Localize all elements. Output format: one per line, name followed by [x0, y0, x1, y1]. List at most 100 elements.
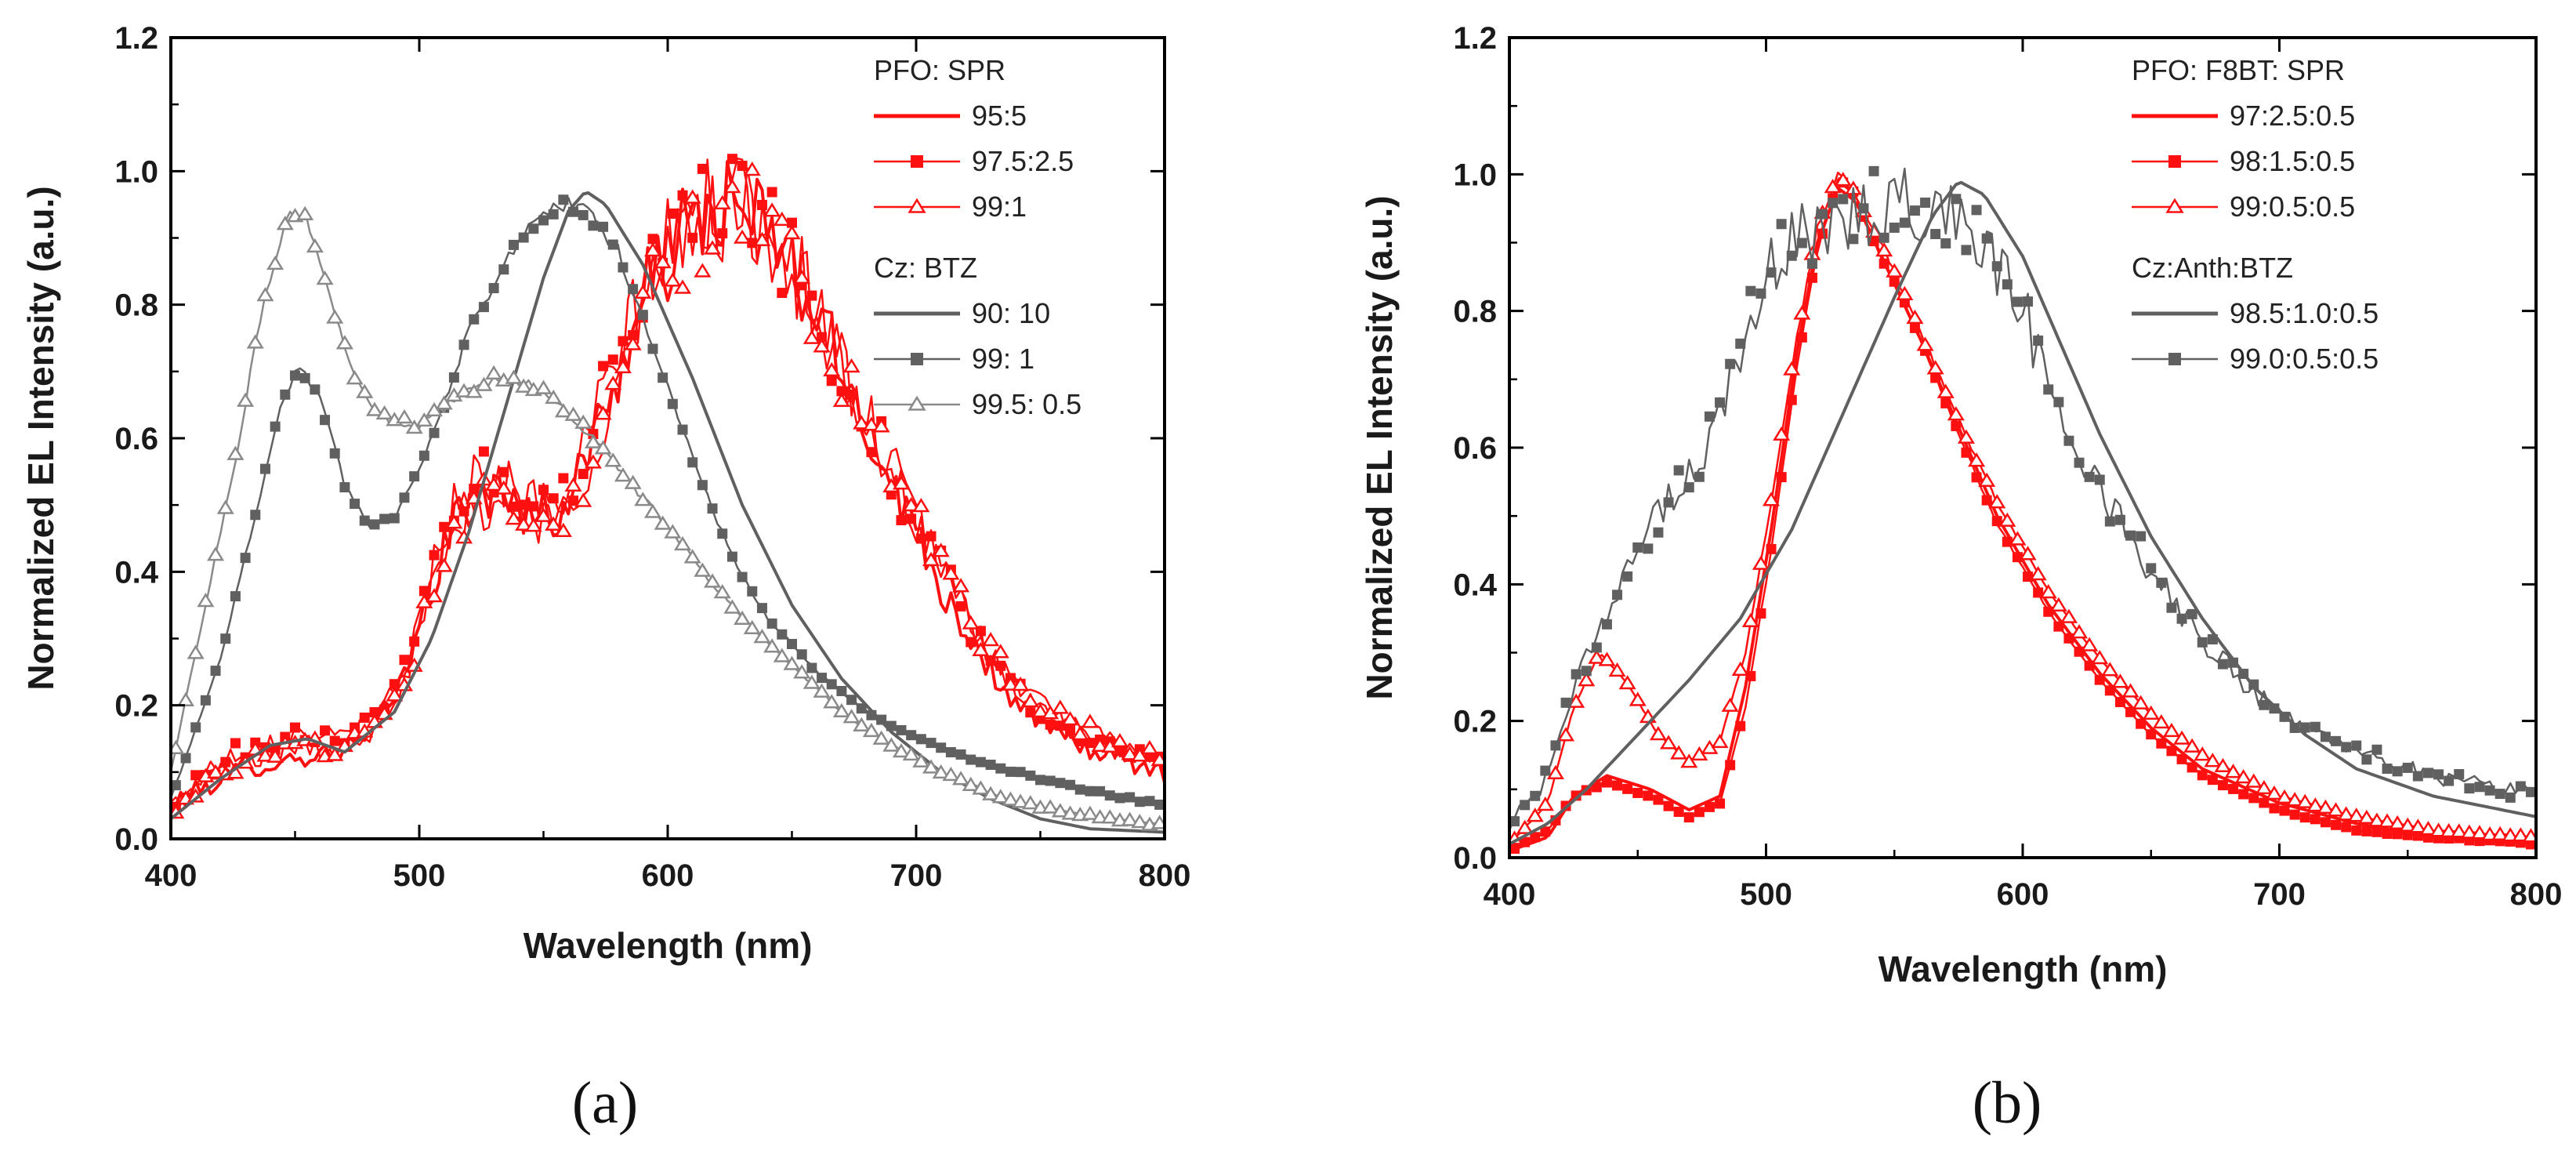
panel-a-series-99-1-marker: [290, 370, 300, 381]
panel-b: 400 500 600 700 800 0.0 0.2 0.4 0.6 0.8 1.0 1.2 Wav…: [1359, 21, 2562, 1136]
panel-a-series-99-5-0-5-marker: [505, 369, 523, 384]
panel-b-series-98-1-5-0-5-marker: [2114, 696, 2125, 707]
panel-a-series-99-1-marker: [207, 764, 225, 778]
panel-b-series-98-1-5-0-5-marker: [1961, 447, 1972, 458]
panel-a-series-99-5-0-5-marker: [415, 412, 433, 427]
panel-b-series-99-0-5-0-5-marker: [1536, 796, 1554, 811]
panel-a-series-99-1-marker: [310, 384, 321, 395]
panel-a-series-99-5-0-5-marker: [356, 383, 374, 398]
panel-b-series-99-0-5-0-5-marker: [1968, 452, 1986, 467]
panel-a-series-99-1-marker: [753, 231, 771, 246]
panel-a-series-99-1-marker: [982, 632, 1000, 647]
panel-b-y-tick-label: 0.6: [1453, 431, 1497, 466]
panel-a-y-tick-label: 0.8: [114, 288, 158, 323]
panel-b-series-98-1-5-0-5-marker: [2146, 729, 2157, 740]
panel-a-series-99-1-marker: [922, 551, 940, 567]
panel-a-series-99-5-0-5-marker: [564, 406, 582, 421]
panel-b-series-99-0-0-5-0-5-marker: [1581, 666, 1592, 677]
panel-b-series-98-1-5-0-5-marker: [1612, 780, 1623, 791]
panel-a-series-99-5-0-5-marker: [823, 694, 841, 709]
panel-b-legend-item-99-0-5-0-5: 99:0.5:0.5: [2132, 191, 2355, 223]
panel-b-series-98-1-5-0-5-marker: [1704, 801, 1715, 812]
panel-b-legend-item-99-0-5-0-5-label: 99:0.5:0.5: [2230, 191, 2355, 223]
panel-b-series-99-0-5-0-5-marker: [1660, 735, 1678, 749]
panel-b-series-99-0-5-0-5-marker: [2234, 768, 2252, 784]
panel-a-series-99-1-marker: [545, 516, 563, 531]
panel-b-series-99-0-0-5-0-5-marker: [1951, 194, 1962, 205]
panel-a-series-99-1-marker: [777, 629, 788, 640]
panel-a-series-99-1-marker: [717, 528, 728, 539]
panel-b-legend: PFO: F8BT: SPR 97:2.5:0.5 98:1.5:0.5 99:0.5…: [2132, 54, 2379, 375]
panel-a-series-97-5-2-5: [171, 154, 1165, 812]
panel-b-series-99-0-0-5-0-5-marker: [2464, 783, 2475, 794]
panel-a-series-97-5-2-5-marker: [418, 586, 429, 597]
panel-b-series-99-0-0-5-0-5-marker: [2454, 769, 2465, 780]
panel-a-series-99-1-marker: [538, 215, 549, 226]
panel-b-legend-item-98-5-1-0-0-5-label: 98.5:1.0:0.5: [2230, 297, 2379, 329]
panel-b-series-98-1-5-0-5-marker: [1951, 420, 1962, 431]
panel-a-series-99-5-0-5-marker: [634, 492, 652, 506]
panel-a-series-99-5-0-5-marker: [1061, 805, 1079, 820]
panel-b-series-99-0-0-5-0-5-marker: [1858, 203, 1869, 214]
panel-b-series-98-1-5-0-5-marker: [2094, 674, 2105, 685]
panel-a-series-99-5-0-5-marker: [932, 764, 950, 779]
panel-a-series-99-1-marker: [518, 232, 529, 243]
panel-b-series-99-0-0-5-0-5-marker: [2392, 766, 2403, 777]
panel-b-series-98-1-5-0-5-marker: [2299, 812, 2310, 823]
panel-b-y-tick-label: 1.2: [1453, 21, 1497, 56]
panel-b-series-99-0-5-0-5-marker: [1516, 819, 1534, 834]
panel-a-series-99-1-marker: [628, 284, 639, 295]
panel-b-series-99-0-5-0-5-marker: [2481, 826, 2499, 841]
panel-a-legend-item-90-10-label: 90: 10: [972, 297, 1050, 329]
panel-a-series-99-1-marker: [876, 714, 887, 725]
panel-b-series-98-1-5-0-5-marker: [2371, 826, 2382, 837]
panel-b-series-98-1-5-0-5-marker: [1715, 798, 1726, 809]
panel-b-series-99-0-0-5-0-5-marker: [1612, 590, 1623, 601]
panel-b-series-99-0-0-5-0-5-marker: [2146, 563, 2157, 574]
panel-a-series-97-5-2-5-marker: [399, 655, 410, 666]
panel-a-series-99-1-marker: [478, 302, 489, 313]
panel-b-series-99-0-0-5-0-5-marker: [2371, 744, 2382, 755]
panel-a-series-99-5-0-5-marker: [475, 376, 493, 391]
panel-a-x-tick-label: 800: [1139, 858, 1191, 893]
panel-a-series-99-1-marker: [902, 497, 920, 512]
panel-a-series-99-1-marker: [266, 748, 284, 763]
panel-b-series-99-0-5-0-5-marker: [2399, 817, 2417, 832]
panel-b-series-99-0-5-0-5-marker: [1875, 242, 1893, 257]
panel-b-series-99-0-5-0-5-marker: [2347, 807, 2365, 822]
panel-b-series-99-0-5-0-5-marker: [1578, 672, 1596, 687]
panel-b-series-99-0-0-5-0-5-marker: [2382, 764, 2393, 775]
panel-b-y-tick-label: 0.0: [1453, 841, 1497, 876]
panel-b-series-99-0-5-0-5-marker: [2306, 797, 2324, 812]
panel-b-series-98-1-5-0-5-marker: [2248, 793, 2259, 804]
panel-b-series-99-0-5-0-5-marker: [2204, 753, 2222, 768]
panel-b-legend-item-97-2-5-0-5: 97:2.5:0.5: [2132, 100, 2355, 132]
panel-b-series-99-0-0-5-0-5-marker: [1632, 542, 1643, 553]
panel-b-series-99-0-0-5-0-5-marker: [2187, 608, 2197, 619]
panel-b-series-98-1-5-0-5-marker: [2279, 805, 2290, 816]
panel-a-series-99-5-0-5-marker: [734, 610, 752, 626]
panel-a-legend-item-99-1-marker: [908, 198, 926, 213]
panel-a-series-99-5-0-5-marker: [1081, 805, 1099, 820]
panel-b-series-99-0-0-5-0-5-marker: [1817, 209, 1828, 220]
panel-a-series-99-1-marker: [866, 709, 877, 720]
panel-a-x-tick-label: 500: [393, 858, 446, 893]
panel-b-series-99-0-0-5-0-5-marker: [1571, 669, 1581, 680]
panel-b-series-99-0-0-5-0-5-marker: [1663, 497, 1674, 508]
panel-b-series-99-0-5-0-5-marker: [2460, 824, 2478, 839]
panel-b-series-99-0-5-0-5-marker: [1588, 649, 1606, 664]
panel-b-series-99-0-5-0-5-marker: [1947, 406, 1965, 421]
panel-b-x-tick-label: 600: [1997, 877, 2049, 912]
panel-a-series-97-5-2-5-marker: [1045, 719, 1056, 730]
panel-b-series-99-0-5-0-5-marker: [1598, 651, 1616, 666]
panel-a-series-97-5-2-5-marker: [955, 601, 966, 611]
panel-b-series-99-0-5-0-5-marker: [2255, 779, 2273, 795]
panel-a-series-97-5-2-5-marker: [896, 515, 907, 526]
panel-b-series-99-0-0-5-0-5-marker: [2002, 279, 2013, 290]
panel-b-series-99-0-0-5-0-5-marker: [2197, 637, 2208, 648]
panel-b-series-99-0-0-5-0-5-marker: [2320, 731, 2331, 742]
panel-a-series-99-5-0-5-marker: [683, 549, 701, 564]
panel-b-legend-item-99-0-0-5-0-5-marker: [2168, 353, 2181, 365]
panel-a-x-tick-label: 600: [642, 858, 694, 893]
panel-b-series-99-0-0-5-0-5-marker: [2238, 669, 2249, 680]
